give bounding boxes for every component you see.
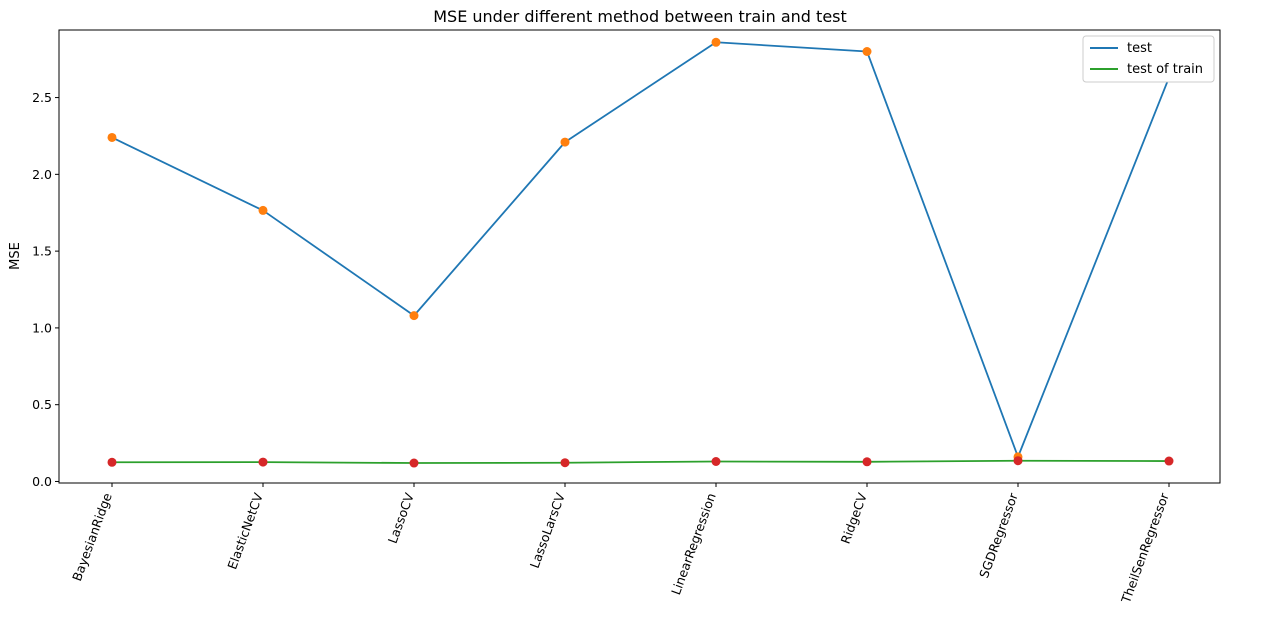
x-tick-label: TheilSenRegressor xyxy=(1118,490,1172,606)
x-tick-label: RidgeCV xyxy=(838,490,870,545)
y-tick-label: 1.0 xyxy=(32,320,52,335)
x-tick-label: SGDRegressor xyxy=(976,490,1021,580)
legend: test test of train xyxy=(1082,35,1215,83)
x-tick-label: BayesianRidge xyxy=(69,491,115,583)
x-tick-label: LassoLarsCV xyxy=(527,490,568,570)
data-point-test xyxy=(560,137,570,147)
data-point-test-of-train xyxy=(1013,456,1023,466)
legend-label-test: test xyxy=(1127,41,1152,56)
chart-title: MSE under different method between train… xyxy=(433,7,847,26)
data-point-test xyxy=(409,311,419,321)
data-point-test-of-train xyxy=(560,458,570,468)
series-line-test-of-train xyxy=(111,459,1170,464)
legend-label-test-of-train: test of train xyxy=(1127,62,1203,77)
data-point-test xyxy=(258,205,268,215)
data-point-test-of-train xyxy=(862,457,872,467)
data-point-test-of-train xyxy=(409,458,419,468)
data-point-test xyxy=(107,132,117,142)
series-line-test xyxy=(111,41,1170,458)
x-tick-label: ElasticNetCV xyxy=(224,490,266,571)
data-point-test-of-train xyxy=(1164,456,1174,466)
y-tick-label: 2.0 xyxy=(32,167,52,182)
data-point-test-of-train xyxy=(711,457,721,467)
data-point-test xyxy=(711,37,721,47)
x-tick-label: LinearRegression xyxy=(668,491,719,597)
data-point-test-of-train xyxy=(258,457,268,467)
y-axis-label: MSE xyxy=(8,242,23,270)
y-tick-label: 0.0 xyxy=(32,474,52,489)
y-tick-label: 2.5 xyxy=(32,90,52,105)
plot-area: 0.0 0.5 1.0 1.5 2.0 2.5 BayesianRidge ElasticNe… xyxy=(32,37,1174,606)
x-tick-label: LassoCV xyxy=(385,490,417,545)
data-point-test xyxy=(862,46,872,56)
plot-frame xyxy=(58,29,1221,484)
y-tick-label: 1.5 xyxy=(32,244,52,259)
data-point-test-of-train xyxy=(107,457,117,467)
y-tick-label: 0.5 xyxy=(32,397,52,412)
